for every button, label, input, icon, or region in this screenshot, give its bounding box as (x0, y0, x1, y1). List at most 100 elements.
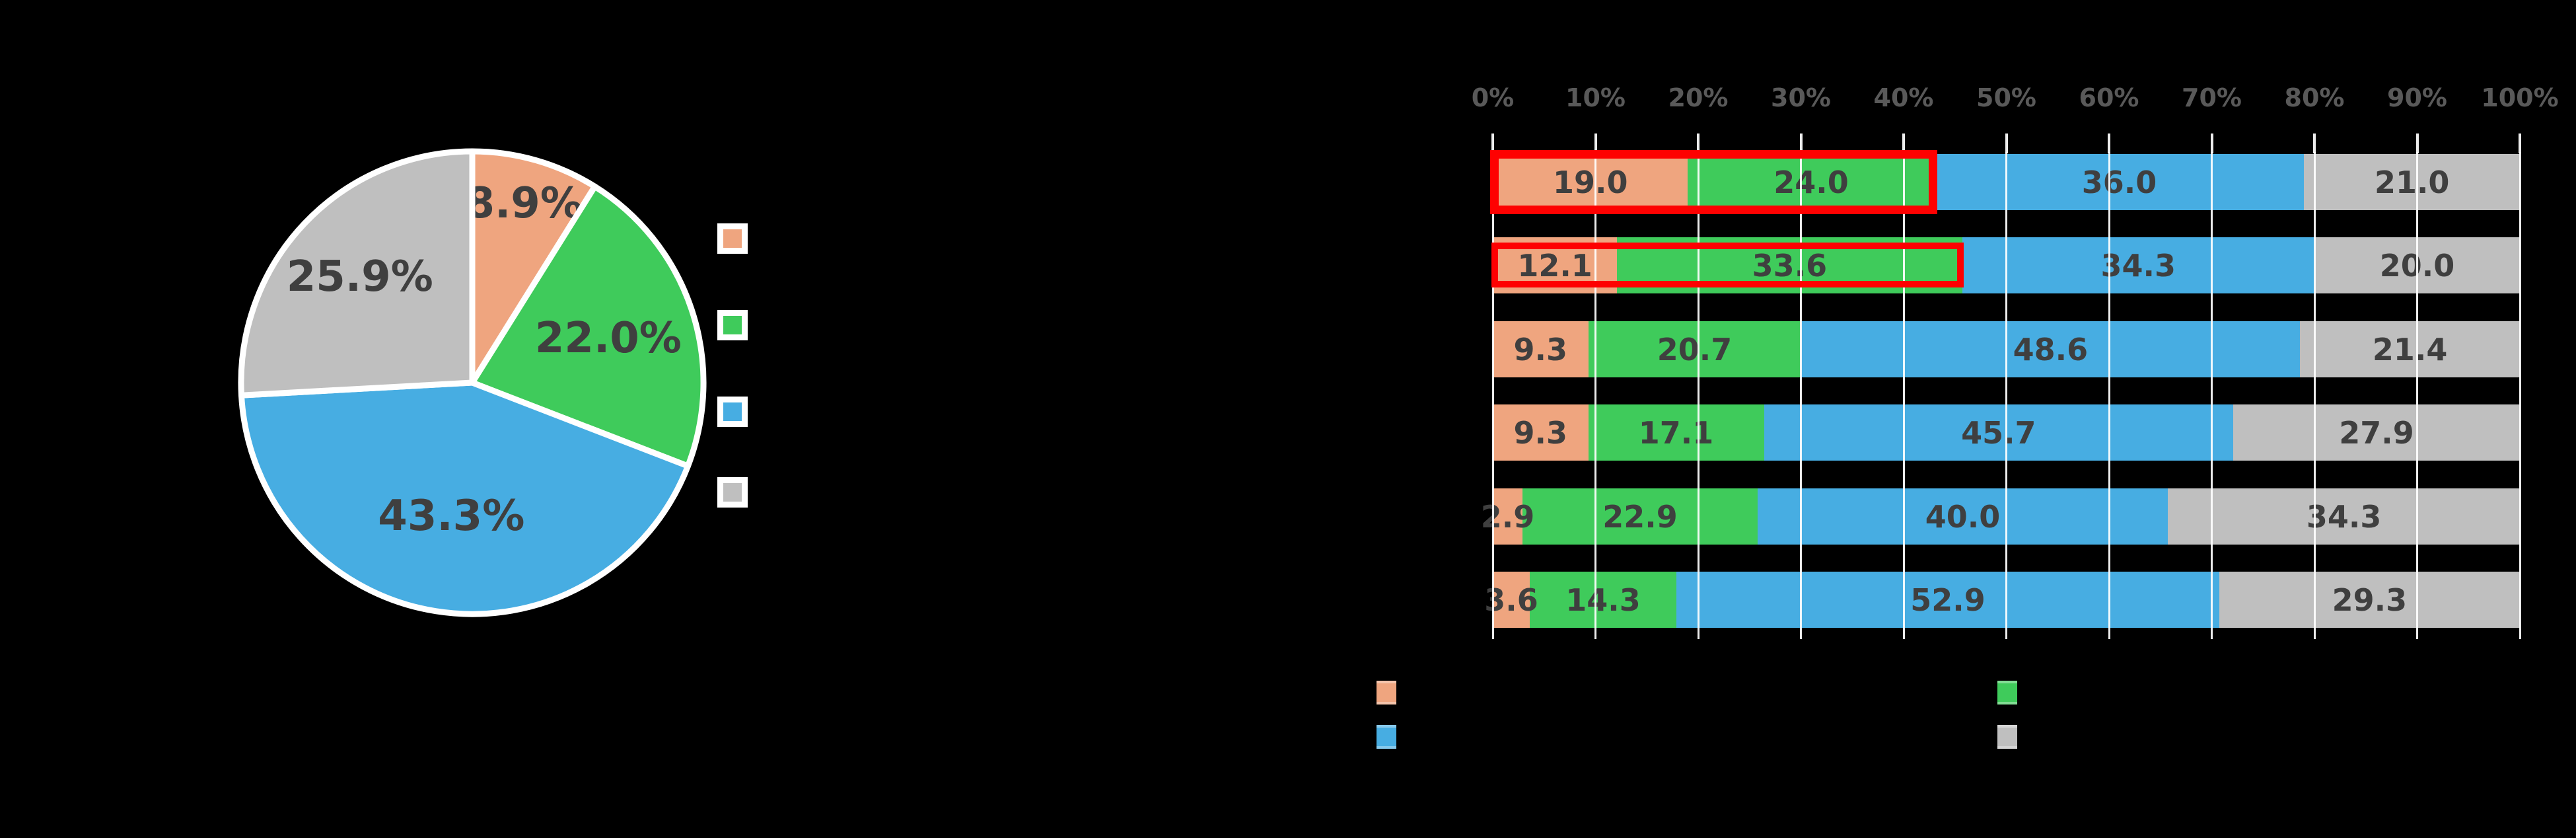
x-axis-tick-label: 50% (1976, 83, 2036, 112)
bar-row: 2.9 22.9 40.0 34.3 (1481, 488, 2520, 545)
x-axis-tick-label: 100% (2481, 83, 2559, 112)
bar-row: 3.6 14.3 52.9 29.3 (1484, 572, 2520, 628)
gridline (1902, 152, 1905, 639)
bar-legend-swatch-green (1997, 681, 2017, 705)
pie-slice-label: 22.0% (535, 314, 682, 363)
gridline (2005, 152, 2007, 639)
x-axis-tick (1594, 133, 1597, 153)
bar-value-label: 24.0 (1773, 164, 1849, 200)
bar-segment-blue: 34.3 (1962, 237, 2314, 293)
x-axis-tick (1697, 133, 1699, 153)
bar-value-label: 12.1 (1517, 247, 1592, 284)
x-axis-tick-label: 90% (2387, 83, 2447, 112)
bar-value-label: 36.0 (2081, 164, 2157, 200)
gridline (1491, 152, 1494, 639)
bar-row: 9.3 17.1 45.7 27.9 (1493, 404, 2520, 461)
pie-legend-swatch-fill (723, 483, 742, 502)
x-axis-tick-label: 40% (1873, 83, 1934, 112)
gridline (2108, 152, 2110, 639)
bar-row: 9.3 20.7 48.6 21.4 (1493, 321, 2520, 377)
bar-value-label: 2.9 (1480, 498, 1535, 535)
bar-segment-salmon: 9.3 (1493, 321, 1589, 377)
bar-segment-gray: 34.3 (2168, 488, 2520, 545)
bar-value-label: 33.6 (1752, 247, 1828, 284)
bar-segment-blue: 40.0 (1757, 488, 2168, 545)
gridline (1697, 152, 1699, 639)
bar-segment-salmon: 9.3 (1493, 404, 1589, 461)
bar-value-label: 19.0 (1552, 164, 1628, 200)
bar-segment-green: 14.3 (1529, 572, 1677, 628)
x-axis-tick-label: 30% (1771, 83, 1831, 112)
bar-segment-gray: 21.4 (2300, 321, 2520, 377)
pie-legend-swatch-gray (717, 477, 748, 508)
bar-legend-swatch-gray (1997, 725, 2017, 749)
pie-chart: 8.9% 22.0% 43.3% 25.9% (238, 148, 707, 617)
bar-value-label: 48.6 (2013, 331, 2089, 367)
pie-slice-label: 25.9% (287, 252, 433, 301)
x-axis-tick-label: 80% (2284, 83, 2345, 112)
x-axis-tick (1799, 133, 1803, 153)
bar-segment-gray: 27.9 (2233, 404, 2520, 461)
highlight-box (1490, 150, 1937, 214)
pie-legend-swatch-fill (723, 402, 742, 421)
pie-slice-label: 8.9% (465, 179, 583, 228)
bar-value-label: 34.3 (2100, 247, 2176, 284)
x-axis-tick (1902, 133, 1905, 153)
gridline (2313, 152, 2316, 639)
bar-segment-green: 24.0 (1688, 154, 1935, 210)
bar-value-label: 9.3 (1513, 331, 1568, 367)
pie-legend-swatch-blue (717, 397, 748, 427)
bar-segment-blue: 48.6 (1801, 321, 2301, 377)
gridline (1800, 152, 1802, 639)
x-axis-tick (2415, 133, 2419, 153)
bar-value-label: 40.0 (1925, 498, 2001, 535)
x-axis-tick (2313, 133, 2316, 153)
bar-segment-blue: 45.7 (1764, 404, 2234, 461)
bar-value-label: 34.3 (2306, 498, 2382, 535)
pie-slice-blue (238, 379, 691, 617)
bar-segment-green: 22.9 (1522, 488, 1758, 545)
gridline (1594, 152, 1596, 639)
bar-value-label: 21.0 (2374, 164, 2450, 200)
bar-legend-swatch-blue (1377, 725, 1396, 749)
x-axis-tick (2210, 133, 2213, 153)
pie-slice-label: 43.3% (378, 492, 524, 541)
bar-value-label: 17.1 (1638, 414, 1714, 451)
pie-slice-gray (238, 148, 476, 399)
bar-value-label: 22.9 (1602, 498, 1678, 535)
bar-segment-salmon: 19.0 (1493, 154, 1688, 210)
bar-value-label: 45.7 (1961, 414, 2036, 451)
x-axis-tick-label: 70% (2182, 83, 2242, 112)
bar-segment-gray: 21.0 (2304, 154, 2520, 210)
x-axis-tick (1491, 133, 1494, 153)
pie-legend-swatch-salmon (717, 223, 748, 254)
x-axis-tick (2108, 133, 2110, 153)
bar-legend-swatch-salmon (1377, 681, 1396, 705)
x-axis-tick-label: 60% (2079, 83, 2139, 112)
bar-value-label: 21.4 (2372, 331, 2448, 367)
bar-segment-salmon: 3.6 (1484, 572, 1538, 628)
bar-segment-salmon: 2.9 (1481, 488, 1534, 545)
bar-row: 19.0 24.0 36.0 21.0 (1493, 154, 2520, 210)
bar-value-label: 14.3 (1565, 582, 1641, 618)
pie-slice-green (469, 183, 707, 469)
bar-value-label: 27.9 (2339, 414, 2414, 451)
bar-segment-green: 20.7 (1588, 321, 1801, 377)
bar-value-label: 52.9 (1910, 582, 1986, 618)
pie-legend-swatch-fill (723, 316, 742, 334)
x-axis-tick (2519, 133, 2521, 153)
bar-segment-blue: 36.0 (1934, 154, 2305, 210)
gridline (2211, 152, 2213, 639)
gridline (2416, 152, 2418, 639)
bar-segment-gray: 29.3 (2219, 572, 2520, 628)
gridline (2519, 152, 2521, 639)
pie-legend-swatch-fill (723, 229, 742, 248)
x-axis-tick-label: 20% (1668, 83, 1729, 112)
bar-value-label: 9.3 (1513, 414, 1568, 451)
x-axis-tick (2005, 133, 2008, 153)
pie-slice-salmon (469, 148, 598, 386)
highlight-box (1491, 243, 1964, 287)
x-axis-tick-label: 10% (1565, 83, 1626, 112)
bar-value-label: 20.7 (1657, 331, 1733, 367)
